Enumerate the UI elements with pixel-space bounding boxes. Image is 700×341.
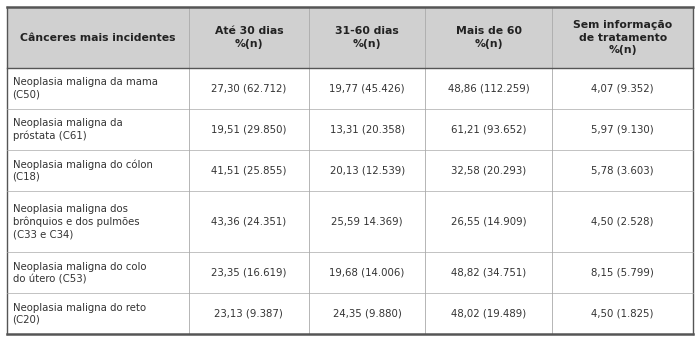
Bar	[309, 68, 426, 109]
Bar	[189, 191, 309, 252]
Bar	[552, 293, 693, 334]
Text: Cânceres mais incidentes: Cânceres mais incidentes	[20, 32, 176, 43]
Bar	[7, 293, 189, 334]
Text: 8,15 (5.799): 8,15 (5.799)	[592, 268, 654, 278]
Bar	[309, 191, 426, 252]
Bar	[189, 68, 309, 109]
Bar	[7, 191, 189, 252]
Text: 19,77 (45.426): 19,77 (45.426)	[329, 84, 405, 94]
Bar	[189, 252, 309, 293]
Text: 31-60 dias
%(n): 31-60 dias %(n)	[335, 26, 399, 49]
Text: 13,31 (20.358): 13,31 (20.358)	[330, 124, 405, 135]
Bar	[7, 150, 189, 191]
Bar	[426, 191, 552, 252]
Bar	[426, 7, 552, 68]
Bar	[189, 150, 309, 191]
Text: 4,50 (1.825): 4,50 (1.825)	[592, 309, 654, 319]
Bar	[7, 252, 189, 293]
Text: 4,07 (9.352): 4,07 (9.352)	[592, 84, 654, 94]
Text: 4,50 (2.528): 4,50 (2.528)	[592, 217, 654, 227]
Bar	[552, 150, 693, 191]
Text: Neoplasia maligna do colo
do útero (C53): Neoplasia maligna do colo do útero (C53)	[13, 262, 146, 284]
Text: 19,51 (29.850): 19,51 (29.850)	[211, 124, 286, 135]
Text: 61,21 (93.652): 61,21 (93.652)	[452, 124, 526, 135]
Text: 5,78 (3.603): 5,78 (3.603)	[592, 165, 654, 176]
Text: Neoplasia maligna dos
brônquios e dos pulmões
(C33 e C34): Neoplasia maligna dos brônquios e dos pu…	[13, 204, 139, 239]
Text: Até 30 dias
%(n): Até 30 dias %(n)	[214, 26, 283, 49]
Text: 19,68 (14.006): 19,68 (14.006)	[330, 268, 405, 278]
Text: Mais de 60
%(n): Mais de 60 %(n)	[456, 26, 522, 49]
Text: 26,55 (14.909): 26,55 (14.909)	[451, 217, 526, 227]
Bar	[309, 252, 426, 293]
Text: Sem informação
de tratamento
%(n): Sem informação de tratamento %(n)	[573, 20, 672, 55]
Text: 48,82 (34.751): 48,82 (34.751)	[452, 268, 526, 278]
Text: 25,59 14.369): 25,59 14.369)	[331, 217, 403, 227]
Bar	[426, 68, 552, 109]
Text: Neoplasia maligna da
próstata (C61): Neoplasia maligna da próstata (C61)	[13, 118, 122, 141]
Bar	[552, 68, 693, 109]
Bar	[7, 7, 189, 68]
Bar	[552, 7, 693, 68]
Bar	[309, 7, 426, 68]
Bar	[552, 252, 693, 293]
Bar	[7, 109, 189, 150]
Text: Neoplasia maligna do reto
(C20): Neoplasia maligna do reto (C20)	[13, 302, 146, 325]
Bar	[309, 109, 426, 150]
Text: 48,02 (19.489): 48,02 (19.489)	[452, 309, 526, 319]
Text: 32,58 (20.293): 32,58 (20.293)	[452, 165, 526, 176]
Text: 20,13 (12.539): 20,13 (12.539)	[330, 165, 405, 176]
Text: 5,97 (9.130): 5,97 (9.130)	[592, 124, 654, 135]
Text: 48,86 (112.259): 48,86 (112.259)	[448, 84, 530, 94]
Bar	[189, 293, 309, 334]
Text: 23,13 (9.387): 23,13 (9.387)	[214, 309, 284, 319]
Bar	[309, 150, 426, 191]
Bar	[426, 252, 552, 293]
Bar	[189, 7, 309, 68]
Bar	[7, 68, 189, 109]
Bar	[309, 293, 426, 334]
Bar	[426, 150, 552, 191]
Text: 27,30 (62.712): 27,30 (62.712)	[211, 84, 286, 94]
Bar	[189, 109, 309, 150]
Text: 41,51 (25.855): 41,51 (25.855)	[211, 165, 286, 176]
Text: 24,35 (9.880): 24,35 (9.880)	[332, 309, 402, 319]
Text: 43,36 (24.351): 43,36 (24.351)	[211, 217, 286, 227]
Bar	[552, 191, 693, 252]
Text: Neoplasia maligna da mama
(C50): Neoplasia maligna da mama (C50)	[13, 77, 158, 100]
Bar	[426, 293, 552, 334]
Bar	[426, 109, 552, 150]
Text: Neoplasia maligna do cólon
(C18): Neoplasia maligna do cólon (C18)	[13, 159, 153, 182]
Text: 23,35 (16.619): 23,35 (16.619)	[211, 268, 286, 278]
Bar	[552, 109, 693, 150]
